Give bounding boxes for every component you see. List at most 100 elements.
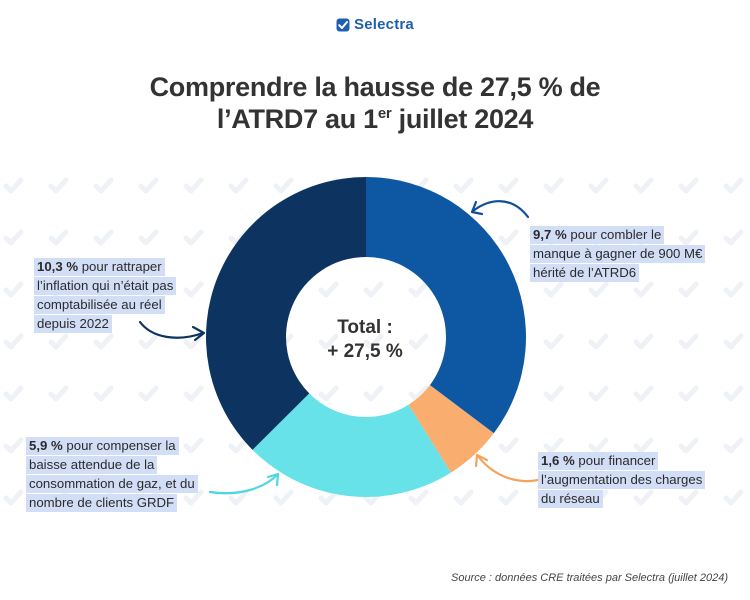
total-label: Total : + 27,5 % xyxy=(300,316,430,364)
donut-slice-3 xyxy=(252,393,451,498)
background-check-mark xyxy=(138,333,159,350)
background-check-mark xyxy=(318,333,339,350)
background-check-mark xyxy=(633,385,654,402)
callout-text: pour combler le xyxy=(566,227,662,242)
callout-charges-reseau: 1,6 % pour financer l’augmentation des c… xyxy=(538,452,706,509)
arrow-charges xyxy=(476,454,540,483)
background-check-mark xyxy=(228,489,249,506)
callout-text: manque à gagner de 900 M€ xyxy=(533,246,703,261)
background-check-mark xyxy=(273,489,294,506)
background-check-mark xyxy=(633,281,654,298)
callout-line: depuis 2022 xyxy=(34,315,112,333)
background-check-mark xyxy=(408,385,429,402)
background-check-mark xyxy=(498,489,519,506)
selectra-logo: Selectra xyxy=(0,16,750,33)
callout-inflation: 10,3 % pour rattraper l’inflation qui n’… xyxy=(34,258,177,334)
background-check-mark xyxy=(138,229,159,246)
donut-slice-1 xyxy=(366,177,526,434)
background-check-mark xyxy=(543,333,564,350)
background-check-mark xyxy=(588,281,609,298)
donut-slices xyxy=(206,177,526,498)
background-check-mark xyxy=(48,177,69,194)
background-check-mark xyxy=(678,385,699,402)
background-check-mark xyxy=(498,437,519,454)
background-check-mark xyxy=(183,437,204,454)
background-check-mark xyxy=(453,489,474,506)
donut-slice-2 xyxy=(408,385,494,473)
arrow-clients xyxy=(208,473,279,495)
callout-text: l’augmentation des charges xyxy=(541,472,703,487)
callout-text: depuis 2022 xyxy=(37,316,109,331)
background-check-mark xyxy=(408,489,429,506)
background-check-mark xyxy=(543,177,564,194)
background-check-mark xyxy=(318,281,339,298)
callout-line: du réseau xyxy=(538,490,603,508)
callout-value: 10,3 % xyxy=(37,259,79,274)
callout-text: pour compenser la xyxy=(62,438,176,453)
background-check-mark xyxy=(498,177,519,194)
callout-line: baisse attendue de la xyxy=(26,456,158,474)
background-check-mark xyxy=(3,229,24,246)
donut-slice-4 xyxy=(206,177,366,450)
callout-line: 5,9 % pour compenser la xyxy=(26,437,179,455)
arrow-manque xyxy=(471,200,530,219)
background-check-mark xyxy=(723,281,744,298)
arrow-manque-head xyxy=(470,200,484,216)
background-check-mark xyxy=(678,281,699,298)
background-check-mark xyxy=(3,333,24,350)
arrow-charges-head xyxy=(474,453,489,468)
background-check-mark xyxy=(363,333,384,350)
background-check-mark xyxy=(183,385,204,402)
callout-text: hérité de l’ATRD6 xyxy=(533,265,637,280)
background-check-mark xyxy=(3,177,24,194)
check-logo-icon xyxy=(336,18,350,31)
title-line-2: l’ATRD7 au 1 xyxy=(216,103,378,134)
title-line-1: Comprendre la hausse de 27,5 % de xyxy=(149,72,601,102)
background-check-mark xyxy=(678,333,699,350)
background-check-mark xyxy=(633,333,654,350)
background-check-mark xyxy=(678,437,699,454)
background-check-mark xyxy=(678,229,699,246)
background-check-mark xyxy=(723,333,744,350)
callout-text: l’inflation qui n’était pas xyxy=(37,278,174,293)
background-check-mark xyxy=(138,177,159,194)
background-check-mark xyxy=(228,177,249,194)
chart-title: Comprendre la hausse de 27,5 % de l’ATRD… xyxy=(75,72,675,136)
callout-line: l’augmentation des charges xyxy=(538,471,706,489)
title-line-2-end: juillet 2024 xyxy=(391,103,534,134)
total-label-line-1: Total : xyxy=(337,317,393,338)
background-check-mark xyxy=(48,385,69,402)
background-check-mark xyxy=(318,385,339,402)
background-check-mark xyxy=(3,385,24,402)
background-check-mark xyxy=(588,177,609,194)
background-check-mark xyxy=(678,489,699,506)
background-check-mark xyxy=(183,177,204,194)
callout-value: 5,9 % xyxy=(29,438,63,453)
callout-line: 1,6 % pour financer xyxy=(538,452,659,470)
background-check-mark xyxy=(498,229,519,246)
background-check-mark xyxy=(93,229,114,246)
background-check-mark xyxy=(588,437,609,454)
background-check-mark xyxy=(3,281,24,298)
callout-line: 10,3 % pour rattraper xyxy=(34,258,165,276)
callout-text: nombre de clients GRDF xyxy=(29,495,175,510)
background-check-mark xyxy=(273,177,294,194)
background-check-mark xyxy=(318,489,339,506)
background-check-mark xyxy=(408,281,429,298)
background-check-mark xyxy=(138,385,159,402)
callout-value: 1,6 % xyxy=(541,453,575,468)
background-check-mark xyxy=(543,281,564,298)
background-check-mark xyxy=(588,333,609,350)
background-check-mark xyxy=(183,489,204,506)
background-check-mark xyxy=(723,229,744,246)
callout-line: nombre de clients GRDF xyxy=(26,494,178,512)
callout-text: pour financer xyxy=(574,453,656,468)
background-check-mark xyxy=(3,489,24,506)
background-check-mark xyxy=(633,177,654,194)
background-check-mark xyxy=(3,437,24,454)
background-check-mark xyxy=(363,281,384,298)
background-check-mark xyxy=(93,385,114,402)
source-note: Source : données CRE traitées par Select… xyxy=(451,572,728,584)
brand-name: Selectra xyxy=(354,16,414,33)
